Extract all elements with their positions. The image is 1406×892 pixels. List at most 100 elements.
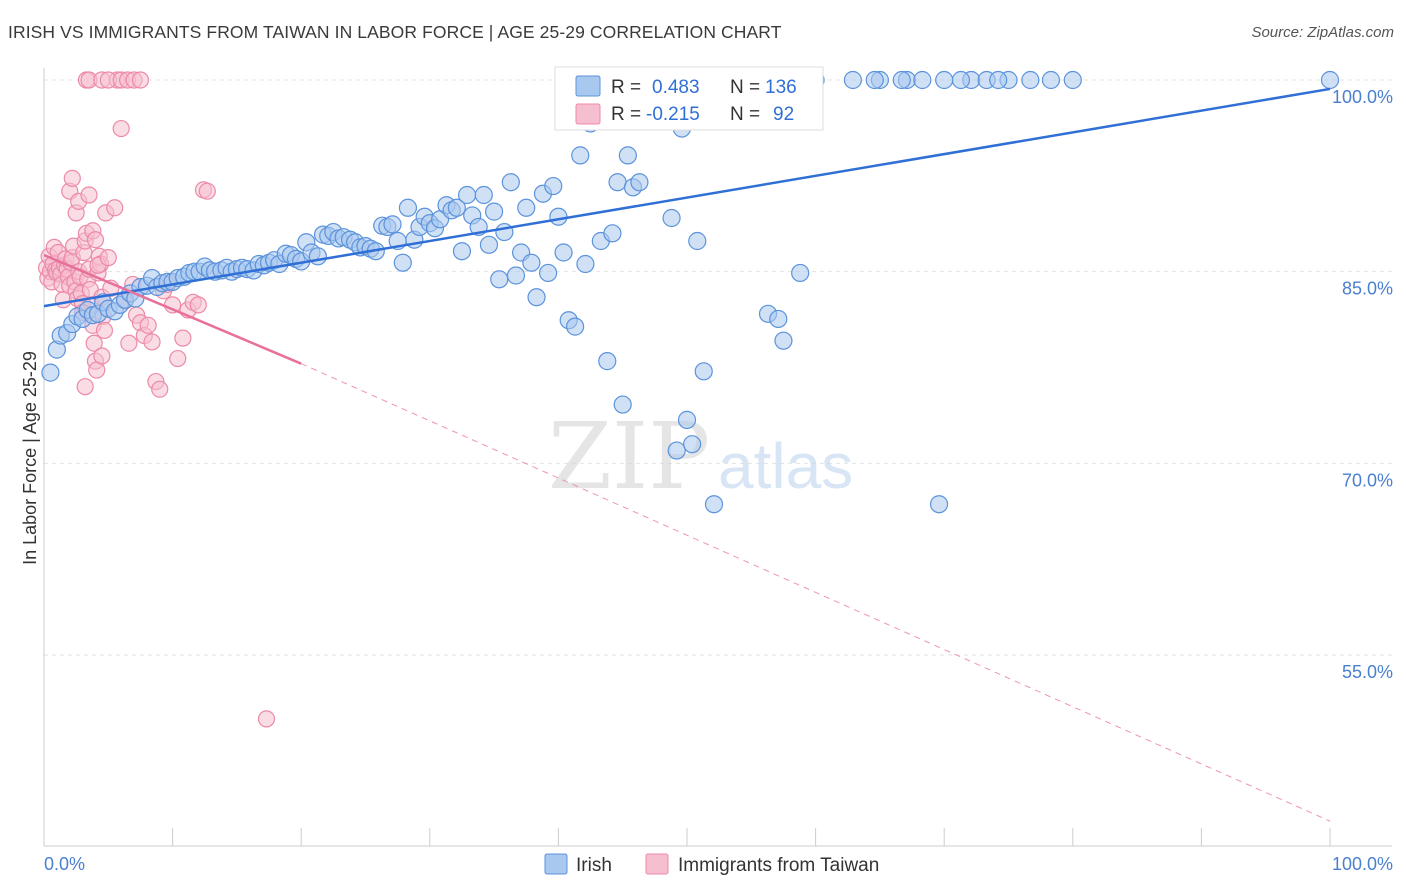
taiwan-points xyxy=(37,71,276,728)
y-tick-label: 55.0% xyxy=(1342,662,1393,682)
irish-point xyxy=(929,495,949,514)
irish-point xyxy=(1320,70,1340,90)
legend-taiwan-r-label: R = xyxy=(611,104,641,125)
taiwan-point xyxy=(257,710,276,728)
irish-point xyxy=(566,317,585,336)
irish-point xyxy=(522,253,541,272)
taiwan-point xyxy=(169,349,187,368)
irish-point xyxy=(683,435,702,454)
irish-point xyxy=(951,70,971,90)
irish-trend-line xyxy=(43,87,1331,308)
legend-irish-r-label: R = xyxy=(611,77,641,98)
irish-point xyxy=(694,362,713,381)
axes xyxy=(43,68,1392,847)
irish-point xyxy=(490,270,509,289)
irish-point xyxy=(1021,70,1040,90)
taiwan-point xyxy=(80,186,98,204)
irish-point xyxy=(608,173,627,192)
irish-points xyxy=(41,70,1340,514)
irish-point xyxy=(667,441,686,460)
correlation-legend: R = 0.483 N = 136 R = -0.215 N = 92 xyxy=(554,66,824,131)
taiwan-point xyxy=(76,378,94,396)
irish-point xyxy=(913,70,932,90)
irish-point xyxy=(485,202,504,221)
y-tick-label: 70.0% xyxy=(1342,470,1393,490)
taiwan-point xyxy=(120,334,138,352)
taiwan-point xyxy=(86,231,105,249)
irish-point xyxy=(677,410,697,429)
taiwan-point xyxy=(189,296,207,314)
y-axis-title: In Labor Force | Age 25-29 xyxy=(20,351,40,565)
irish-point xyxy=(865,70,884,90)
y-tick-labels: 100.0% 85.0% 70.0% 55.0% xyxy=(1332,87,1393,682)
taiwan-point xyxy=(93,347,111,365)
taiwan-point xyxy=(143,333,161,351)
irish-point xyxy=(549,207,568,226)
watermark-atlas: atlas xyxy=(718,430,853,502)
taiwan-point xyxy=(174,329,192,347)
taiwan-point xyxy=(198,182,216,200)
bottom-legend-irish-swatch xyxy=(544,853,568,875)
legend-taiwan-n-value: 92 xyxy=(773,104,794,125)
irish-point xyxy=(1041,70,1061,90)
taiwan-point xyxy=(99,249,117,267)
gridlines xyxy=(44,79,1392,656)
series-legend: Irish Immigrants from Taiwan xyxy=(544,853,879,876)
irish-point xyxy=(613,395,632,414)
irish-point xyxy=(662,208,681,228)
irish-point xyxy=(495,222,514,242)
irish-point xyxy=(544,176,563,196)
legend-irish-swatch xyxy=(575,75,601,97)
irish-point xyxy=(383,215,402,234)
irish-point xyxy=(452,242,472,261)
irish-point xyxy=(539,263,558,283)
irish-point xyxy=(598,352,617,371)
irish-point xyxy=(618,146,637,165)
irish-point xyxy=(774,331,793,350)
irish-point xyxy=(527,288,546,307)
legend-taiwan-swatch xyxy=(575,103,601,125)
taiwan-point xyxy=(95,321,114,340)
irish-point xyxy=(474,185,493,205)
irish-point xyxy=(688,231,707,251)
irish-point xyxy=(554,243,573,262)
irish-point xyxy=(393,253,412,272)
taiwan-point xyxy=(131,71,150,89)
taiwan-point xyxy=(85,334,103,352)
irish-point xyxy=(457,185,477,205)
irish-point xyxy=(630,173,649,192)
taiwan-point xyxy=(139,316,157,334)
irish-point xyxy=(501,173,520,192)
x-tick-labels: 0.0% 100.0% xyxy=(44,854,1393,874)
bottom-legend-taiwan-swatch xyxy=(645,853,669,875)
chart-source: Source: ZipAtlas.com xyxy=(1251,24,1394,41)
taiwan-trend-line xyxy=(43,253,302,365)
y-tick-label: 100.0% xyxy=(1332,87,1393,107)
irish-point xyxy=(398,198,418,217)
irish-point xyxy=(1063,70,1082,90)
taiwan-point xyxy=(106,199,124,217)
legend-irish-r-value: 0.483 xyxy=(652,77,700,98)
bottom-legend-irish-label: Irish xyxy=(576,855,612,876)
irish-point xyxy=(41,363,60,382)
trend-lines xyxy=(43,87,1331,822)
irish-point xyxy=(989,70,1008,90)
irish-point xyxy=(479,235,499,254)
irish-point xyxy=(506,266,526,285)
irish-point xyxy=(517,198,536,217)
irish-point xyxy=(843,70,862,90)
irish-point xyxy=(576,254,595,274)
legend-irish-n-label: N = xyxy=(730,77,760,98)
y-tick-label: 85.0% xyxy=(1342,279,1393,299)
irish-point xyxy=(447,198,466,217)
legend-irish-n-value: 136 xyxy=(765,77,797,98)
taiwan-point xyxy=(151,380,169,398)
irish-point xyxy=(571,146,590,165)
irish-point xyxy=(935,70,954,90)
x-tick-label: 100.0% xyxy=(1332,854,1393,874)
irish-point xyxy=(603,224,622,243)
irish-point xyxy=(769,309,788,329)
irish-point xyxy=(308,247,328,266)
taiwan-point xyxy=(63,169,81,187)
